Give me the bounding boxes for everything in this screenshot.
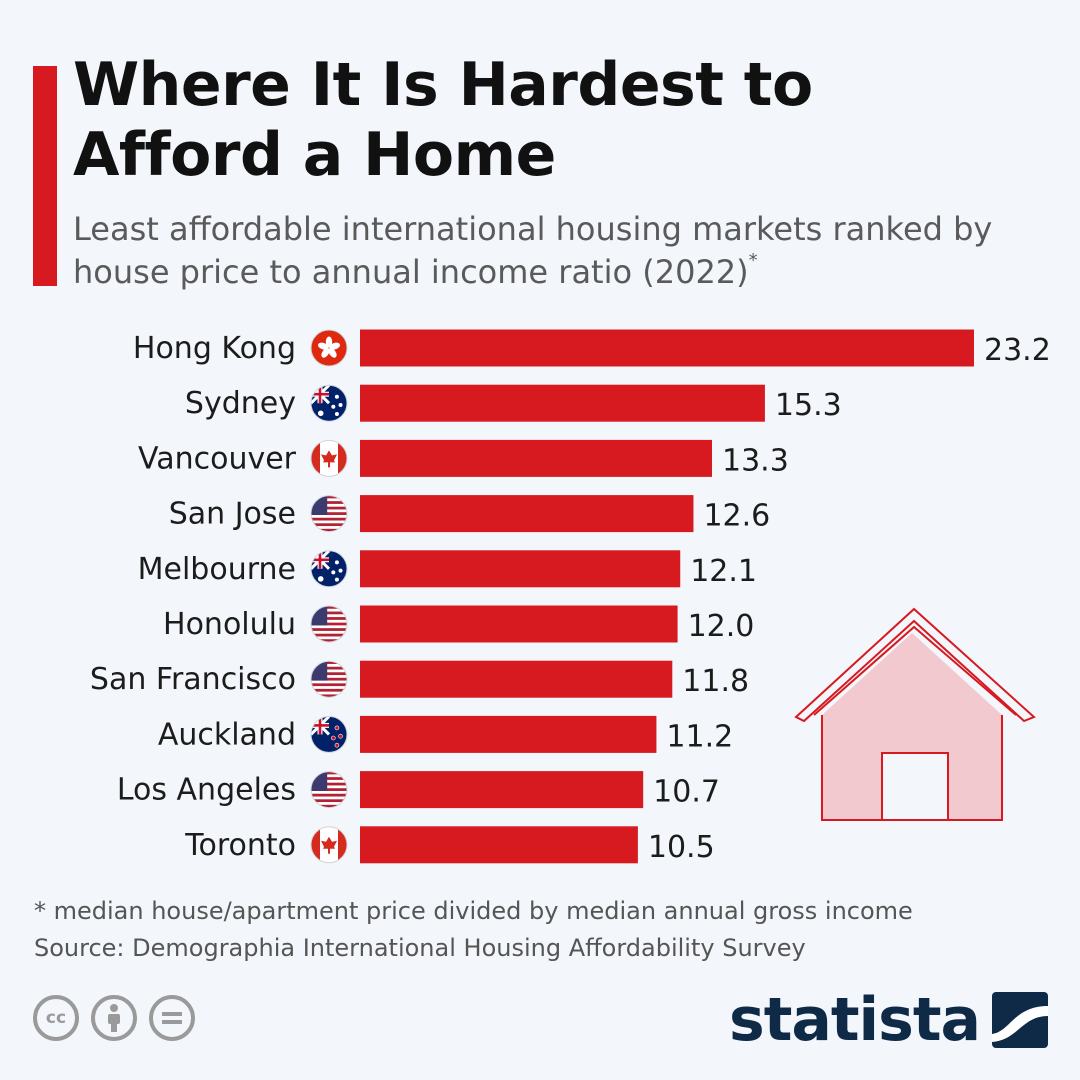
bar [360,660,673,698]
category-label: Vancouver [138,441,297,476]
bar-row: Los Angeles 10.7 [117,771,720,810]
subtitle-text: Least affordable international housing m… [73,210,993,291]
category-label: Los Angeles [117,773,296,808]
bar-row: San Francisco 11.8 [90,660,749,699]
category-label: San Jose [169,497,296,532]
bar-row: Melbourne 12.1 [138,550,757,589]
chart-subtitle: Least affordable international housing m… [73,208,1053,294]
value-label: 10.7 [653,775,720,810]
footnote-text: * median house/apartment price divided b… [34,897,913,925]
bar [360,495,694,533]
australia-flag [310,384,348,422]
usa-flag [310,495,348,533]
bar [360,439,712,477]
statista-logo[interactable]: statista [729,988,1048,1052]
value-label: 11.2 [666,719,733,754]
value-label: 23.2 [984,333,1051,368]
bar-row: Vancouver 13.3 [138,439,789,478]
value-label: 13.3 [722,443,789,478]
category-label: San Francisco [90,662,296,697]
usa-flag [310,771,348,809]
bar [360,771,644,809]
bar [360,715,657,753]
usa-flag [310,660,348,698]
usa-flag [310,605,348,643]
no-derivatives-icon[interactable] [149,995,195,1041]
bar-row: Toronto 10.5 [184,826,715,865]
chart-title: Where It Is Hardest to Afford a Home [73,50,813,190]
canada-flag [310,439,348,477]
canada-flag [310,826,348,864]
category-label: Toronto [184,828,296,863]
category-label: Hong Kong [133,331,296,366]
category-label: Melbourne [138,552,296,587]
bar [360,384,765,422]
value-label: 11.8 [682,664,749,699]
cc-icon[interactable]: cc [33,995,79,1041]
house-icon [794,607,1036,821]
category-label: Honolulu [163,607,296,642]
bar-row: Hong Kong 23.2 [133,329,1051,368]
statista-wordmark: statista [728,985,981,1055]
new-zealand-flag [310,715,348,753]
bar-row: San Jose 12.6 [169,495,770,534]
hong-kong-flag [310,329,348,367]
statista-logo-icon [992,992,1048,1048]
footnote: * median house/apartment price divided b… [34,893,913,967]
category-label: Auckland [158,717,296,752]
value-label: 12.6 [703,499,770,534]
bar [360,329,974,367]
value-label: 10.5 [648,830,715,865]
bar-row: Honolulu 12.0 [163,605,755,644]
bar [360,826,638,864]
bar [360,550,681,588]
value-label: 15.3 [775,388,842,423]
attribution-icon[interactable] [91,995,137,1041]
bar-row: Sydney 15.3 [185,384,842,423]
source-text: Source: Demographia International Housin… [34,934,806,962]
title-accent-bar [33,66,57,286]
value-label: 12.1 [690,554,757,589]
subtitle-footnote-marker: * [748,250,758,271]
value-label: 12.0 [688,609,755,644]
bar-row: Auckland 11.2 [158,715,733,754]
license-icons: cc [33,995,195,1041]
bar [360,605,678,643]
category-label: Sydney [185,386,296,421]
australia-flag [310,550,348,588]
bar-chart: Hong Kong 23.2 Sydney 15.3 Vancouver 13.3 San … [90,329,1051,865]
